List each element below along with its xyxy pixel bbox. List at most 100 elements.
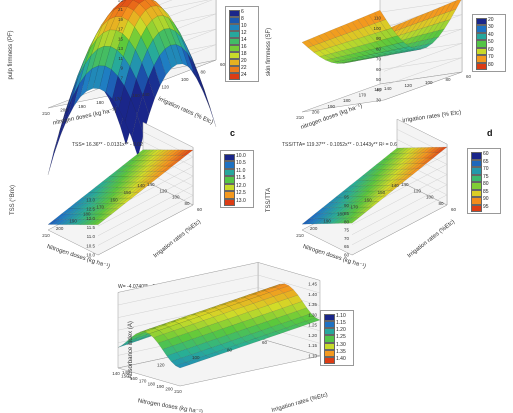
x-tick-label: 210 <box>174 389 182 394</box>
x-axis-title: Nitrogen doses (kg ha⁻¹) <box>137 398 203 413</box>
legend-label: 1.25 <box>336 334 346 341</box>
x-tick-label: 150 <box>121 374 129 379</box>
y-tick-label: 100 <box>425 80 433 85</box>
x-tick-label: 140 <box>137 183 145 188</box>
z-axis-title: Absorbance index (A) <box>128 321 134 379</box>
z-tick-label: 11.0 <box>87 234 96 239</box>
chart-panel-pulp-firmness: 7911131517192123252102001901801701601401… <box>0 0 259 175</box>
z-axis-title: TSS/TTA <box>266 188 272 212</box>
surface-plot-skin-firmness: 30 40 50 60 70 80 90 100 110 210 200 190 180 170 160 14… <box>266 0 472 131</box>
x-tick-label: 160 <box>132 93 140 98</box>
z-tick-label: 60 <box>344 253 350 258</box>
y-tick-label: 60 <box>197 207 203 212</box>
legend-label: 20 <box>241 58 247 64</box>
legend-swatch <box>476 47 487 56</box>
y-axis-title: irrigation rates (% Etc) <box>157 96 214 126</box>
legend-label: 10.5 <box>236 160 246 167</box>
legend-label: 14 <box>241 37 247 43</box>
y-tick-label: 80 <box>201 70 207 75</box>
legend-swatch <box>324 321 335 329</box>
z-tick-label: 11.5 <box>87 225 96 230</box>
chart-panel-tss-tta: d TSS/TTA= 119.37** - 0.1052x** - 0.1443… <box>262 118 513 270</box>
legend-swatch <box>324 335 335 343</box>
x-tick-label: 210 <box>42 111 50 116</box>
legend-label: 13.0 <box>236 197 246 204</box>
legend-label: 1.20 <box>336 327 346 334</box>
legend-skin-firmness: 20 30 40 50 60 70 80 <box>472 14 506 72</box>
legend-swatch <box>229 38 240 45</box>
surface-plot-absorbance: 1.10 1.15 1.20 1.25 1.30 1.35 1.40 1.45 21020019… <box>112 262 328 413</box>
legend-swatch <box>471 152 482 160</box>
z-tick-label: 95 <box>344 195 350 200</box>
z-tick-label: 110 <box>374 16 382 21</box>
x-tick-label: 190 <box>157 384 165 389</box>
legend-label: 60 <box>488 46 494 53</box>
z-tick-label: 30 <box>376 98 382 103</box>
z-tick-label: 50 <box>376 77 382 82</box>
legend-swatch <box>224 183 235 192</box>
x-tick-label: 160 <box>130 376 138 381</box>
legend-swatch <box>471 174 482 182</box>
z-tick-label: 11 <box>118 56 123 61</box>
x-tick-label: 150 <box>378 190 386 195</box>
legend-swatch <box>229 10 240 17</box>
x-tick-label: 160 <box>110 197 118 202</box>
legend-label: 80 <box>488 61 494 68</box>
x-tick-label: 160 <box>364 197 372 202</box>
z-tick-label: 13 <box>118 46 124 51</box>
legend-swatch <box>224 176 235 184</box>
legend-swatch <box>476 32 487 41</box>
z-tick-label: 12.5 <box>86 207 95 212</box>
surface-plot-tss: 10.0 10.5 11.0 11.5 12.0 12.5 13.0 210 200 190 180… <box>10 121 203 270</box>
legend-swatch <box>476 62 487 70</box>
legend-label: 1.40 <box>336 355 346 362</box>
x-tick-label: 210 <box>42 233 50 238</box>
legend-label: 95 <box>483 203 489 210</box>
chart-panel-tss: c TSS= 16.36** - 0.0131x** - 0.0202y** R… <box>0 121 255 270</box>
legend-swatch <box>229 45 240 52</box>
legend-swatch <box>224 191 235 199</box>
x-tick-label: 190 <box>323 219 331 224</box>
legend-swatch <box>224 154 235 162</box>
legend-label: 16 <box>241 44 247 50</box>
y-axis-title: irrigation rates (% Etc) <box>402 110 462 124</box>
z-tick-label: 1.20 <box>308 333 317 338</box>
legend-label: 8 <box>241 16 244 22</box>
x-tick-label: 210 <box>296 233 304 238</box>
legend-label: 10.0 <box>236 153 246 159</box>
x-tick-label: 140 <box>112 371 120 376</box>
x-tick-label: 150 <box>124 190 132 195</box>
legend-label: 1.15 <box>336 320 346 327</box>
legend-swatch <box>324 314 335 322</box>
y-tick-label: 100 <box>192 355 200 360</box>
z-tick-label: 1.45 <box>308 282 317 287</box>
z-tick-label: 10.5 <box>86 243 95 248</box>
x-tick-label: 190 <box>78 104 86 109</box>
z-tick-label: 1.40 <box>308 292 317 297</box>
legend-swatch <box>471 182 482 190</box>
x-tick-label: 180 <box>337 212 345 217</box>
z-tick-label: 13.0 <box>86 198 95 203</box>
z-tick-label: 100 <box>373 26 381 31</box>
z-tick-label: 65 <box>344 244 350 249</box>
x-tick-label: 200 <box>312 109 320 114</box>
legend-swatch <box>476 55 487 63</box>
x-tick-label: 170 <box>351 204 359 209</box>
legend-swatch <box>224 161 235 169</box>
x-tick-label: 180 <box>148 381 156 386</box>
z-axis-title: pulp firmness (PF) <box>8 30 14 79</box>
legend-label: 22 <box>241 65 247 71</box>
x-tick-label: 180 <box>96 100 104 105</box>
regression-equation: TSS/TTA= 119.37** - 0.1052x** - 0.1443y*… <box>282 142 400 148</box>
x-tick-label: 200 <box>165 386 173 391</box>
legend-absorbance: 1.10 1.15 1.20 1.25 1.30 1.35 1.40 <box>320 310 354 366</box>
z-tick-label: 85 <box>344 211 350 216</box>
legend-label: 10 <box>241 23 247 29</box>
y-tick-label: 120 <box>414 188 422 193</box>
y-tick-label: 100 <box>172 195 180 200</box>
z-axis-title: skin firmness (SF) <box>266 28 272 76</box>
legend-label: 40 <box>488 31 494 38</box>
z-tick-label: 19 <box>118 17 124 22</box>
z-tick-label: 1.30 <box>308 312 317 317</box>
y-tick-label: 80 <box>446 77 452 82</box>
